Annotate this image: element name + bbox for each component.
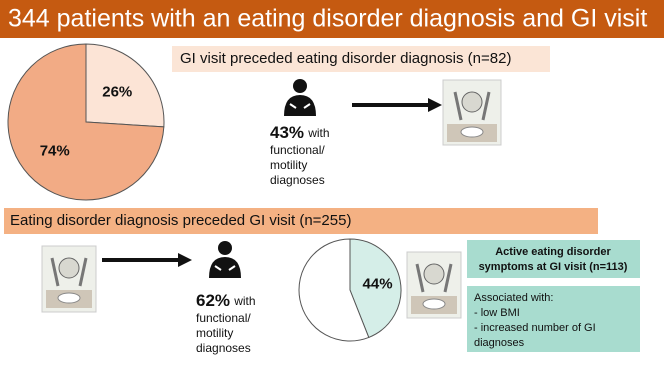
title: 344 patients with an eating disorder dia…	[8, 5, 647, 33]
pie-slice	[85, 43, 165, 128]
box2	[467, 286, 640, 352]
arrow	[352, 98, 442, 112]
person-image	[442, 79, 502, 146]
stomach-ache-icon	[284, 79, 316, 116]
section1-text: with	[307, 126, 329, 140]
pie-slice	[298, 238, 370, 342]
box2-text: Associated with:	[474, 292, 553, 304]
box1-text: symptoms at GI visit (n=113)	[479, 261, 628, 273]
section1-finding-line1: 43% with	[270, 123, 330, 142]
section2-text: motility	[196, 326, 233, 340]
section2-heading: Eating disorder diagnosis preceded GI vi…	[10, 212, 351, 229]
pie-slice	[7, 43, 165, 201]
slice-label: 26%	[102, 84, 132, 101]
arrow	[102, 253, 192, 267]
section2-heading-box	[4, 208, 598, 234]
box1	[467, 240, 640, 278]
slice-label: 74%	[40, 142, 70, 159]
person-image	[406, 251, 462, 319]
section2-finding-line1: 62% with	[196, 291, 256, 310]
box1-text: Active eating disorder	[495, 246, 611, 258]
section2-text: with	[233, 294, 255, 308]
section1-percent: 43%	[270, 123, 304, 142]
stomach-ache-icon	[209, 241, 241, 278]
slice-label: 44%	[363, 276, 393, 293]
box2-text: - low BMI	[474, 307, 520, 319]
box2-text: diagnoses	[474, 337, 525, 349]
section1-heading: GI visit preceded eating disorder diagno…	[180, 50, 511, 67]
box2-text: - increased number of GI	[474, 322, 596, 334]
section1-heading-box	[172, 46, 550, 72]
section2-text: diagnoses	[196, 341, 251, 355]
person-image	[41, 245, 97, 313]
pie-slice	[349, 238, 402, 339]
section2-text: functional/	[196, 311, 251, 325]
section1-text: motility	[270, 158, 307, 172]
section1-text: functional/	[270, 143, 325, 157]
section1-text: diagnoses	[270, 173, 325, 187]
section2-percent: 62%	[196, 291, 230, 310]
title-bar	[0, 0, 664, 38]
